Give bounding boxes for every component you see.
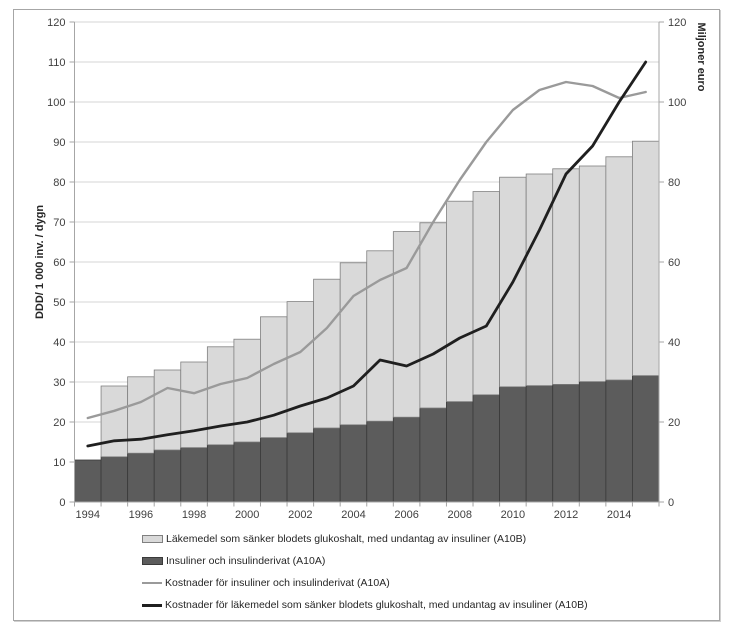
left-axis-tick-label: 120 [47,17,65,29]
left-axis-tick-label: 40 [53,337,65,349]
cost-line-insulin-a10a [86,80,647,420]
bar-other-a10b [127,376,155,454]
bar-insulin-a10a [392,416,421,503]
left-axis-tick-label: 60 [53,257,65,269]
right-axis-title: Miljoner euro [695,22,707,92]
x-axis-tick-label: 2004 [341,509,365,521]
left-axis-title: DDD/ 1 000 inv. / dygn [34,204,46,320]
bar-insulin-a10a [552,383,580,503]
bar-other-a10b [578,165,607,383]
left-axis-tick-label: 90 [53,137,65,149]
left-axis-tick-label: 100 [47,97,65,109]
bar-insulin-a10a [446,401,474,503]
x-axis-tick-label: 2000 [235,509,259,521]
bar-insulin-a10a [419,407,447,503]
left-axis-tick-label: 70 [53,217,65,229]
bar-insulin-a10a [100,456,129,503]
right-axis-tick-label: 100 [668,97,686,109]
right-axis-tick-label: 120 [668,17,686,29]
legend-item-a10b-costs: Kostnader för läkemedel som sänker blode… [142,594,588,616]
x-axis-tick-label: 1996 [129,509,153,521]
bar-other-a10b [419,222,447,409]
black-line-swatch-icon [142,603,162,607]
bar-insulin-a10a [286,432,315,503]
bar-other-a10b [206,346,235,446]
x-axis-tick-label: 2012 [554,509,578,521]
bar-other-a10b [339,262,368,426]
legend-item-a10a-bars: Insuliner och insulinderivat (A10A) [142,550,588,572]
bar-insulin-a10a [313,427,341,503]
left-axis-tick-label: 80 [53,177,65,189]
bar-other-a10b [525,173,554,387]
legend-label: Kostnader för insuliner och insulinderiv… [165,577,390,589]
gray-line-swatch-icon [142,582,162,584]
left-axis-tick-label: 20 [53,417,65,429]
bar-insulin-a10a [206,444,235,503]
bar-insulin-a10a [260,437,288,503]
bar-other-a10b [260,316,288,438]
bar-insulin-a10a [499,386,527,503]
bar-other-a10b [446,200,474,402]
bar-other-a10b [233,338,261,443]
bar-other-a10b [632,140,660,376]
bar-insulin-a10a [525,385,554,503]
right-axis-tick-label: 60 [668,257,680,269]
bar-insulin-a10a [153,449,182,503]
light-bar-swatch-icon [142,535,163,543]
bar-other-a10b [552,168,580,385]
legend-label: Läkemedel som sänker blodets glukoshalt,… [166,533,527,545]
bar-other-a10b [392,231,421,418]
x-axis-tick-label: 2014 [607,509,631,521]
dark-bar-swatch-icon [142,557,163,565]
legend-label: Insuliner och insulinderivat (A10A) [166,555,326,567]
bar-insulin-a10a [74,459,102,503]
bar-insulin-a10a [127,452,155,503]
legend-item-a10a-costs: Kostnader för insuliner och insulinderiv… [142,572,588,594]
bar-other-a10b [153,369,182,451]
left-axis-tick-label: 10 [53,457,65,469]
bar-insulin-a10a [366,420,394,503]
x-axis-tick-label: 2008 [447,509,471,521]
bar-other-a10b [286,301,315,434]
bar-insulin-a10a [233,441,261,503]
right-axis-tick-label: 0 [668,497,674,509]
left-axis-tick-label: 0 [59,497,65,509]
bar-other-a10b [472,191,500,396]
bar-insulin-a10a [605,379,633,503]
right-axis-tick-label: 40 [668,337,680,349]
x-axis-tick-label: 1998 [182,509,206,521]
left-axis-tick-label: 110 [48,57,66,69]
bar-other-a10b [180,361,208,448]
right-axis-tick-label: 80 [668,177,680,189]
cost-line-other-a10b [86,60,648,448]
legend-label: Kostnader för läkemedel som sänker blode… [165,599,588,611]
x-axis-tick-label: 2002 [288,509,312,521]
x-axis-tick-label: 2010 [501,509,525,521]
left-axis-tick-label: 50 [53,297,65,309]
bar-other-a10b [605,156,633,381]
left-axis-tick-label: 30 [53,377,65,389]
x-axis-tick-label: 2006 [394,509,418,521]
bar-other-a10b [313,278,341,429]
x-axis-tick-label: 1994 [76,509,100,521]
bar-insulin-a10a [339,424,368,503]
legend-item-a10b-bars: Läkemedel som sänker blodets glukoshalt,… [142,528,588,550]
bar-other-a10b [100,385,129,458]
bar-insulin-a10a [632,375,660,503]
right-axis-tick-label: 20 [668,417,680,429]
bar-insulin-a10a [472,394,500,503]
bar-insulin-a10a [578,381,607,503]
bar-insulin-a10a [180,447,208,503]
legend: Läkemedel som sänker blodets glukoshalt,… [142,528,588,616]
